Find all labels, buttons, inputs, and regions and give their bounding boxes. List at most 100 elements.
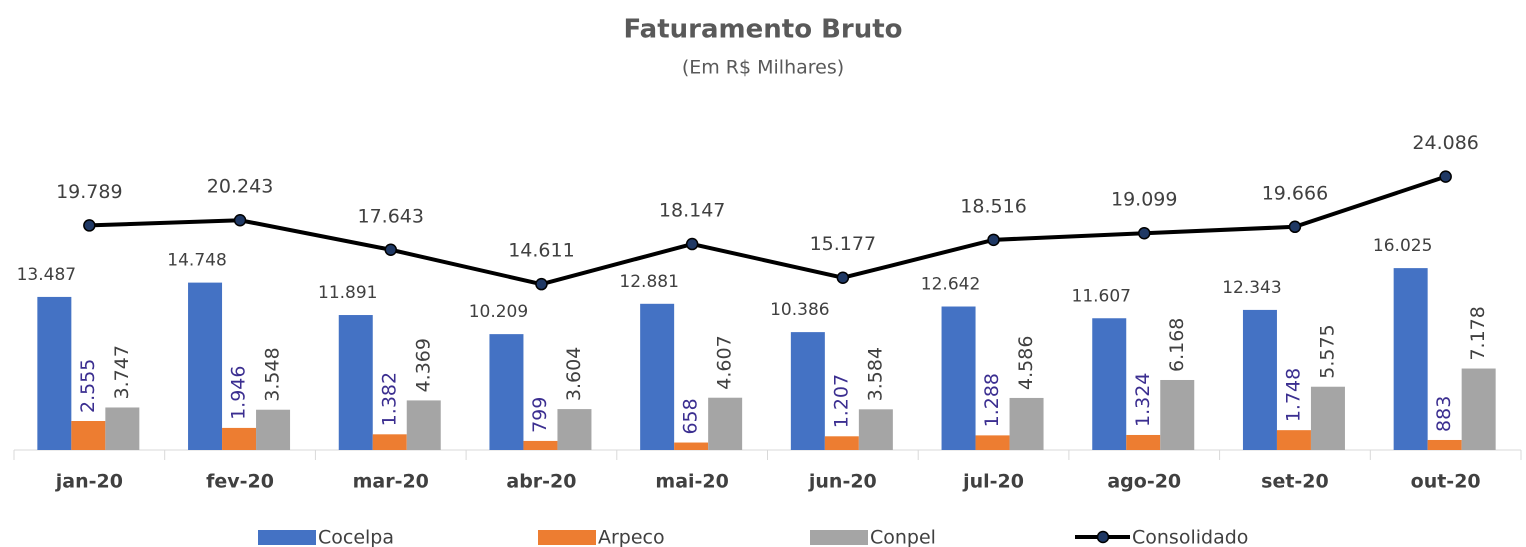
data-label: 3.584 bbox=[864, 347, 886, 401]
chart-subtitle: (Em R$ Milhares) bbox=[682, 57, 844, 79]
data-label: 3.604 bbox=[563, 347, 585, 401]
data-label: 14.748 bbox=[167, 251, 226, 271]
data-label: 12.881 bbox=[619, 272, 678, 292]
line-marker bbox=[685, 237, 699, 251]
data-label: 1.748 bbox=[1282, 368, 1304, 422]
x-tick-label: fev-20 bbox=[206, 471, 274, 493]
bar bbox=[1160, 379, 1195, 450]
data-label: 1.382 bbox=[378, 372, 400, 426]
line-marker bbox=[1439, 170, 1452, 183]
data-label: 19.666 bbox=[1262, 182, 1328, 204]
data-label: 4.607 bbox=[714, 335, 736, 389]
data-label: 658 bbox=[680, 398, 702, 434]
data-label: 6.168 bbox=[1166, 318, 1188, 372]
line-marker bbox=[836, 271, 850, 284]
legend-swatch bbox=[810, 530, 868, 545]
line-marker bbox=[1138, 226, 1151, 240]
data-label: 12.642 bbox=[921, 275, 980, 295]
bar bbox=[406, 400, 441, 450]
data-label: 10.386 bbox=[770, 300, 829, 320]
bar bbox=[858, 409, 893, 450]
chart-title: Faturamento Bruto bbox=[623, 15, 902, 45]
data-label: 883 bbox=[1433, 396, 1455, 432]
bar bbox=[824, 436, 859, 450]
data-label: 5.575 bbox=[1316, 324, 1338, 378]
legend-label: Consolidado bbox=[1132, 527, 1248, 547]
bar bbox=[338, 315, 373, 450]
bar bbox=[708, 397, 743, 450]
data-label: 12.343 bbox=[1222, 278, 1281, 298]
data-label: 7.178 bbox=[1467, 306, 1489, 360]
x-tick-label: set-20 bbox=[1261, 471, 1329, 493]
data-label: 16.025 bbox=[1373, 236, 1432, 256]
data-label: 20.243 bbox=[207, 176, 273, 198]
x-tick-label: jul-20 bbox=[962, 471, 1024, 493]
data-label: 3.747 bbox=[111, 345, 133, 399]
legend-label: Arpeco bbox=[598, 527, 665, 547]
data-label: 1.207 bbox=[830, 374, 852, 428]
bar bbox=[1427, 439, 1462, 450]
x-tick-label: ago-20 bbox=[1107, 471, 1181, 493]
bar bbox=[523, 440, 558, 450]
legend-swatch bbox=[258, 530, 316, 545]
x-tick-label: out-20 bbox=[1411, 471, 1481, 493]
data-label: 1.324 bbox=[1132, 373, 1154, 427]
data-label: 17.643 bbox=[358, 205, 424, 227]
line-marker bbox=[535, 277, 548, 291]
bar bbox=[640, 303, 675, 450]
bar bbox=[105, 407, 140, 450]
data-label: 19.789 bbox=[56, 181, 122, 203]
bar bbox=[489, 334, 524, 450]
bar bbox=[71, 421, 106, 450]
bar bbox=[674, 442, 709, 450]
bar bbox=[1092, 318, 1127, 450]
bar bbox=[975, 435, 1010, 450]
bar bbox=[1276, 430, 1311, 450]
data-label: 1.288 bbox=[981, 373, 1003, 427]
line-marker bbox=[83, 219, 96, 232]
data-label: 10.209 bbox=[469, 302, 528, 322]
data-label: 18.147 bbox=[659, 200, 725, 222]
data-label: 3.548 bbox=[262, 347, 284, 401]
bar bbox=[372, 434, 407, 450]
x-tick-label: jun-20 bbox=[808, 471, 877, 493]
data-label: 13.487 bbox=[17, 265, 76, 285]
data-label: 15.177 bbox=[810, 233, 876, 255]
bar bbox=[1393, 268, 1428, 450]
data-label: 24.086 bbox=[1412, 132, 1478, 154]
x-tick-label: jan-20 bbox=[55, 471, 123, 493]
bar bbox=[222, 427, 257, 450]
line-marker bbox=[384, 243, 397, 257]
bar bbox=[1242, 309, 1277, 450]
legend-marker bbox=[1096, 530, 1110, 544]
bar bbox=[941, 306, 976, 450]
data-label: 19.099 bbox=[1111, 189, 1177, 211]
line-marker bbox=[987, 233, 1000, 247]
bar bbox=[1126, 434, 1161, 450]
data-label: 1.946 bbox=[228, 366, 250, 420]
bar bbox=[188, 282, 223, 450]
line-marker bbox=[1288, 220, 1302, 234]
data-label: 799 bbox=[529, 397, 551, 433]
bar bbox=[557, 409, 592, 450]
bar bbox=[1310, 386, 1345, 450]
bar bbox=[37, 296, 72, 450]
legend-label: Cocelpa bbox=[318, 527, 394, 547]
x-tick-label: abr-20 bbox=[506, 471, 576, 493]
x-tick-label: mar-20 bbox=[353, 471, 429, 493]
data-label: 4.586 bbox=[1015, 336, 1037, 390]
line-marker bbox=[233, 213, 247, 227]
data-label: 18.516 bbox=[960, 195, 1026, 217]
bar bbox=[1009, 397, 1044, 450]
data-label: 2.555 bbox=[77, 359, 99, 413]
bar bbox=[790, 332, 825, 450]
data-label: 14.611 bbox=[508, 240, 574, 262]
legend-swatch bbox=[538, 530, 596, 545]
x-tick-label: mai-20 bbox=[655, 471, 728, 493]
bar bbox=[1461, 368, 1496, 450]
bar bbox=[256, 409, 291, 450]
legend-label: Conpel bbox=[870, 527, 936, 547]
data-label: 4.369 bbox=[412, 338, 434, 392]
data-label: 11.607 bbox=[1072, 286, 1131, 306]
